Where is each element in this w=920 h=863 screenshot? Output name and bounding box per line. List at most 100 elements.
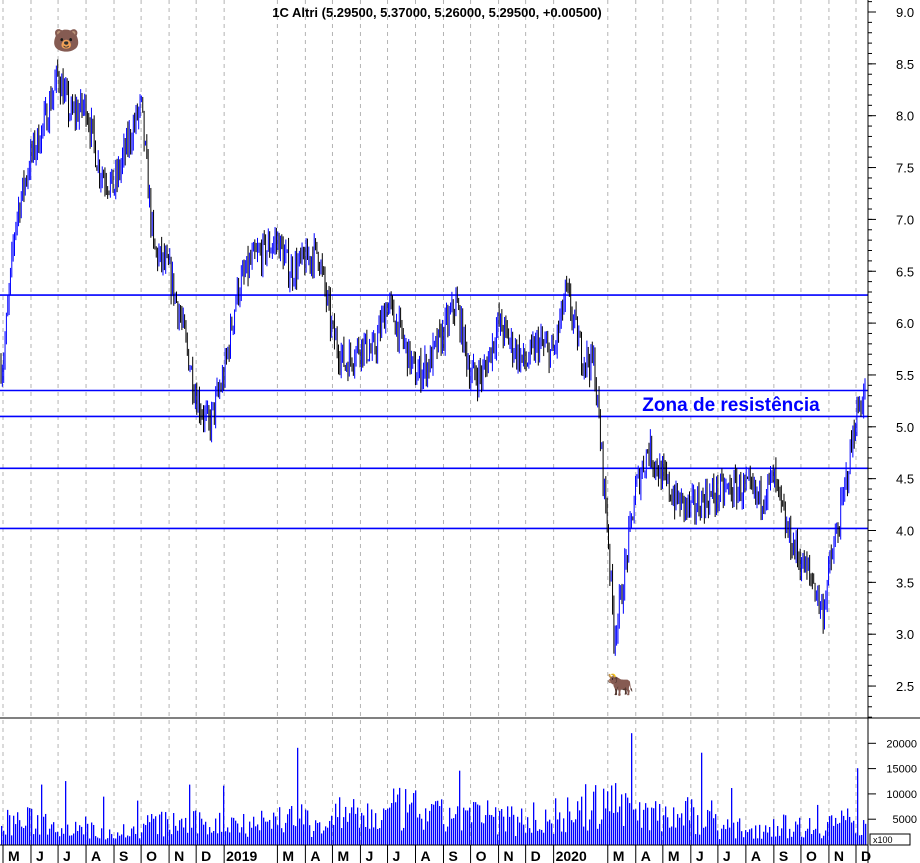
volume-bar [113,838,115,845]
x-tick-label: D [531,848,541,863]
volume-bar [657,820,659,845]
volume-bar [395,802,397,845]
volume-bar [445,831,447,845]
volume-bar [833,825,835,845]
volume-bar [637,820,639,845]
volume-bar [409,804,411,845]
volume-bar [859,835,861,845]
volume-bar [35,828,37,845]
volume-tick-label: 15000 [886,764,917,776]
volume-bar [791,836,793,845]
y-tick-label: 8.0 [896,109,914,124]
y-tick-label: 3.5 [896,575,914,590]
volume-bar [583,826,585,845]
volume-bar [115,838,117,845]
volume-bar [369,828,371,845]
volume-bar [531,832,533,845]
volume-bar [737,821,739,845]
volume-bar [593,791,595,845]
volume-bar [353,799,355,845]
y-tick-label: 5.5 [896,368,914,383]
volume-unit-box [869,833,911,846]
volume-bar [753,838,755,845]
volume-bar [267,821,269,845]
volume-bar [667,817,669,845]
volume-bar [581,796,583,845]
volume-bar [273,812,275,845]
volume-bar [349,813,351,845]
volume-bar [101,828,103,845]
volume-bar [455,814,457,845]
volume-bar [191,827,193,845]
volume-bar [245,833,247,845]
volume-bar [777,826,779,845]
volume-bar [643,809,645,845]
volume-bar [371,809,373,845]
volume-bar [13,815,15,845]
volume-bar [207,834,209,845]
volume-bar [305,809,307,845]
volume-bar [731,788,733,845]
y-tick-label: 7.0 [896,212,914,227]
volume-bar [707,809,709,845]
volume-bar [185,817,187,845]
volume-bar [233,817,235,845]
volume-bar [187,832,189,845]
volume-bar [65,781,67,845]
bull-icon: 🐂 [607,672,634,697]
volume-bar [357,807,359,845]
volume-bar [825,830,827,845]
volume-bar [263,817,265,845]
bear-icon: 🐻 [52,27,79,53]
volume-bar [533,802,535,845]
volume-bar [631,733,633,845]
volume-bar [431,804,433,845]
volume-bar [195,810,197,845]
x-tick-label: O [146,848,157,863]
volume-bar [103,796,105,845]
volume-bar [27,807,29,845]
volume-bar [607,791,609,845]
volume-bar [301,804,303,845]
volume-bar [865,823,867,845]
y-tick-label: 2.5 [896,679,914,694]
volume-bar [701,752,703,845]
volume-bar [359,827,361,845]
x-tick-label: S [779,848,788,863]
volume-bar [407,812,409,845]
volume-bar [713,818,715,845]
volume-bar [199,812,201,845]
volume-bar [377,828,379,845]
volume-bar [515,836,517,845]
volume-bar [685,800,687,845]
volume-bar [603,788,605,845]
volume-bar [297,747,299,845]
volume-bar [217,833,219,845]
volume-bar [311,836,313,845]
volume-bar [259,830,261,845]
volume-bars [1,733,867,845]
volume-bar [379,828,381,845]
volume-bar [325,826,327,845]
volume-bar [473,801,475,845]
x-tick-label: M [613,848,625,863]
volume-bar [669,827,671,845]
volume-bar [277,825,279,845]
volume-bar [155,816,157,845]
volume-bar [717,830,719,845]
volume-bar [579,810,581,845]
volume-bar [41,784,43,845]
volume-bar [299,818,301,845]
volume-bar [201,818,203,845]
volume-bar [827,821,829,845]
volume-bar [193,811,195,845]
volume-bar [769,827,771,845]
volume-bar [743,837,745,845]
volume-bar [265,821,267,845]
volume-bar [285,822,287,845]
volume-bar [287,814,289,845]
volume-bar [535,819,537,845]
volume-bar [231,817,233,845]
